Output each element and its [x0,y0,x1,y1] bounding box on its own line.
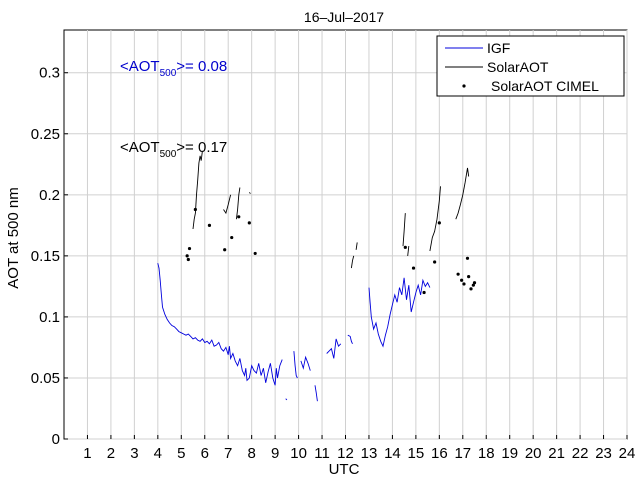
annotation-prefix: <AOT [120,139,160,156]
annotation-value: >= 0.08 [176,58,227,75]
series-igf [157,263,431,402]
x-tick-label: 3 [130,445,138,462]
data-point [471,283,475,287]
series-line-segment [192,150,203,230]
data-point [185,254,189,258]
data-point [462,282,466,286]
x-tick-label: 21 [548,445,565,462]
series-line-segment [223,194,232,215]
y-tick-label: 0 [52,431,60,448]
ticks: 1 2 3 4 5 6 7 8 9 10 11 12 13 14 15 16 17 18 19 20 21 22 23 240… [31,65,636,462]
legend-label: SolarAOT [487,59,549,75]
series-line-segment [350,255,355,269]
data-point [460,278,464,282]
series-line-segment [285,398,288,401]
legend: IGF SolarAOT SolarAOT CIMEL [436,35,625,97]
x-tick-label: 11 [314,445,330,462]
series-line-segment [402,213,406,247]
data-point [230,235,234,240]
legend-label: IGF [487,40,510,56]
data-point [253,251,257,256]
data-point [186,257,190,262]
annotation-subscript: 500 [160,149,177,160]
series-layer [157,150,477,402]
data-point [467,275,471,279]
series-line-segment [300,355,311,371]
data-point [437,221,441,225]
x-tick-label: 19 [501,445,518,462]
data-point [433,260,437,264]
data-point [411,266,416,270]
series-line-segment [235,187,241,220]
annotation-subscript: 500 [160,68,177,79]
x-axis-label: UTC [329,461,360,478]
annotation-prefix: <AOT [120,58,160,75]
mean-aot-annotation: <AOT500>= 0.08 [120,58,227,79]
series-solaraot-cimel [185,207,477,295]
data-point [403,245,407,249]
x-tick-label: 16 [431,445,448,462]
x-tick-label: 20 [525,445,542,462]
data-point [187,246,192,251]
x-tick-label: 23 [595,445,612,462]
x-tick-label: 24 [619,445,636,462]
data-point [207,223,212,227]
legend-swatch [462,84,466,88]
annotation-value: >= 0.17 [176,139,227,156]
series-line-segment [157,263,283,386]
x-tick-label: 2 [107,445,115,462]
series-line-segment [368,277,431,348]
data-point [456,272,460,276]
grid [64,30,628,440]
x-tick-label: 5 [177,445,185,462]
data-point [469,287,473,291]
data-point [472,281,477,285]
data-point [193,207,197,212]
y-tick-label: 0.3 [39,65,60,82]
legend-label: SolarAOT CIMEL [491,78,599,94]
series-line-segment [314,385,318,402]
x-tick-label: 17 [454,445,471,462]
x-tick-label: 18 [478,445,495,462]
series-solaraot [192,150,470,269]
series-line-segment [293,351,298,379]
y-axis-label: AOT at 500 nm [5,187,22,288]
annotations: <AOT500>= 0.08<AOT500>= 0.17 [120,58,227,160]
y-tick-label: 0.15 [31,248,60,265]
series-line-segment [347,334,353,344]
series-line-segment [429,186,441,252]
data-point [237,215,241,219]
x-tick-label: 9 [271,445,279,462]
x-tick-label: 4 [154,445,162,462]
data-point [465,256,470,260]
x-tick-label: 12 [337,445,354,462]
series-line-segment [248,192,251,194]
series-line-segment [407,246,410,256]
x-tick-label: 15 [408,445,425,462]
x-tick-label: 22 [572,445,589,462]
x-tick-label: 8 [247,445,255,462]
legend-box [436,35,625,97]
x-tick-label: 10 [290,445,307,462]
x-tick-label: 14 [384,445,401,462]
y-tick-label: 0.1 [39,309,60,326]
data-point [422,290,426,295]
series-line-segment [355,242,358,250]
x-tick-label: 1 [83,445,91,462]
y-tick-label: 0.05 [31,370,60,387]
x-tick-label: 7 [224,445,232,462]
data-point [247,221,251,225]
data-point [223,248,227,252]
x-tick-label: 13 [361,445,378,462]
y-tick-label: 0.25 [31,126,60,143]
mean-aot-annotation: <AOT500>= 0.17 [120,139,227,160]
chart-title: 16–Jul–2017 [304,9,384,25]
series-line-segment [455,167,470,220]
y-tick-label: 0.2 [39,187,60,204]
series-line-segment [326,338,342,359]
x-tick-label: 6 [201,445,209,462]
